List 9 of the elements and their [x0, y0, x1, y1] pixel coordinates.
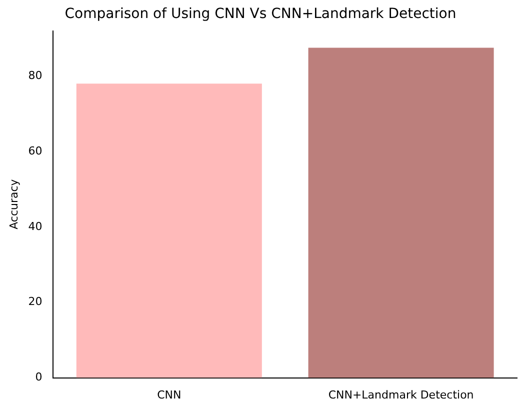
y-tick-label: 80 — [28, 68, 42, 82]
chart-title: Comparison of Using CNN Vs CNN+Landmark Detection — [64, 6, 456, 22]
y-axis-title: Accuracy — [7, 178, 20, 230]
y-tick-label: 0 — [35, 370, 42, 384]
x-tick-label: CNN+Landmark Detection — [328, 388, 474, 402]
y-tick-label: 20 — [28, 295, 42, 308]
y-tick-label: 40 — [28, 220, 42, 233]
x-tick-label: CNN — [157, 388, 182, 402]
y-tick-label: 60 — [28, 144, 42, 158]
